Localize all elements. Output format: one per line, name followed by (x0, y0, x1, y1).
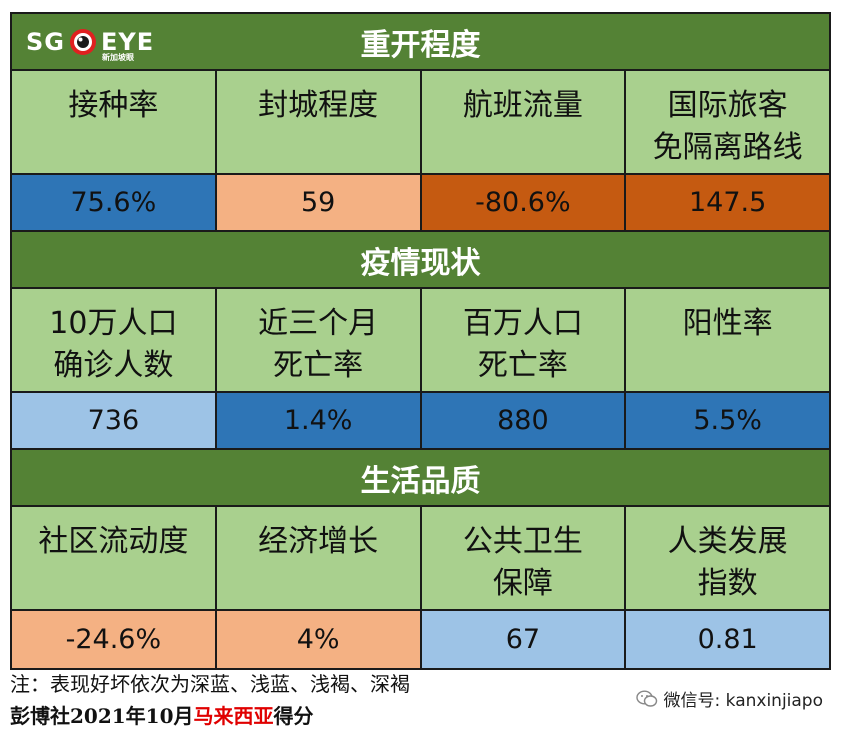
label-cell: 封城程度 (216, 71, 422, 173)
logo-subtext: 新加坡眼 (102, 53, 134, 62)
value-cell: 147.5 (626, 175, 829, 230)
value-cell: 880 (421, 393, 627, 448)
section-title: 生活品质 (360, 463, 481, 499)
value-cell: 59 (216, 175, 422, 230)
label-cell: 航班流量 (421, 71, 627, 173)
value-row: -24.6% 4% 67 0.81 (12, 611, 829, 668)
wechat-icon (635, 689, 657, 707)
value-cell: 4% (216, 611, 422, 668)
sg-eye-logo: SG EYE 新加坡眼 (26, 24, 155, 62)
section-header-reopening: SG EYE 新加坡眼 重开程度 (12, 14, 829, 71)
value-cell: -80.6% (421, 175, 627, 230)
legend-footnote: 注：表现好坏依次为深蓝、浅蓝、浅褐、深褐 (10, 672, 410, 696)
logo-text-right: EYE (100, 28, 155, 56)
value-row: 736 1.4% 880 5.5% (12, 393, 829, 450)
wechat-id: 微信号: kanxinjiapo (663, 691, 823, 711)
section-header-epidemic: 疫情现状 (12, 232, 829, 289)
label-cell: 公共卫生 保障 (421, 507, 627, 609)
value-cell: 1.4% (216, 393, 422, 448)
value-cell: -24.6% (12, 611, 217, 668)
credit-suffix: 得分 (273, 704, 314, 728)
label-cell: 10万人口 确诊人数 (12, 289, 217, 391)
section-title: 疫情现状 (360, 245, 481, 281)
credit-prefix: 彭博社2021年10月 (10, 704, 194, 728)
value-cell: 75.6% (12, 175, 217, 230)
value-cell: 67 (421, 611, 627, 668)
label-cell: 近三个月 死亡率 (216, 289, 422, 391)
label-row: 10万人口 确诊人数 近三个月 死亡率 百万人口 死亡率 阳性率 (12, 289, 829, 393)
value-cell: 5.5% (626, 393, 829, 448)
label-cell: 经济增长 (216, 507, 422, 609)
value-cell: 736 (12, 393, 217, 448)
value-cell: 0.81 (626, 611, 829, 668)
scorecard-table: SG EYE 新加坡眼 重开程度 接种率 封城程度 航班流量 国际旅客 免隔离路… (10, 12, 831, 670)
credit-highlight: 马来西亚 (193, 704, 274, 728)
label-row: 社区流动度 经济增长 公共卫生 保障 人类发展 指数 (12, 507, 829, 611)
label-cell: 接种率 (12, 71, 217, 173)
label-cell: 阳性率 (626, 289, 829, 391)
section-title: 重开程度 (360, 27, 481, 63)
label-cell: 社区流动度 (12, 507, 217, 609)
label-cell: 国际旅客 免隔离路线 (626, 71, 829, 173)
section-header-quality-of-life: 生活品质 (12, 450, 829, 507)
source-credit: 彭博社2021年10月马来西亚得分 (10, 700, 314, 729)
logo-text-left: SG (26, 28, 65, 56)
label-cell: 人类发展 指数 (626, 507, 829, 609)
label-cell: 百万人口 死亡率 (421, 289, 627, 391)
eye-logo-icon (69, 29, 96, 55)
label-row: 接种率 封城程度 航班流量 国际旅客 免隔离路线 (12, 71, 829, 175)
value-row: 75.6% 59 -80.6% 147.5 (12, 175, 829, 232)
wechat-watermark: 微信号: kanxinjiapo (635, 686, 823, 711)
